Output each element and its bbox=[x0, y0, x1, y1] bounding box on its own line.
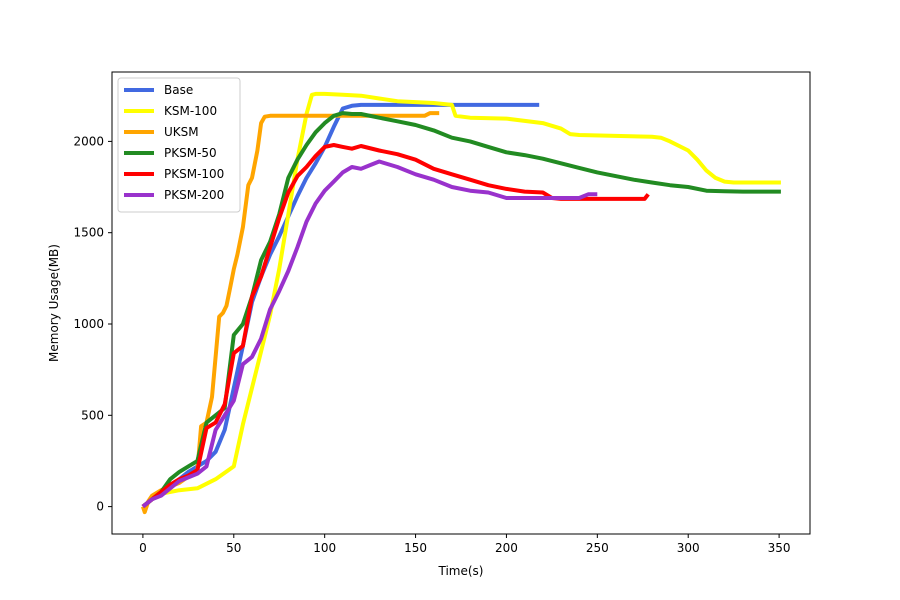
axes-frame bbox=[111, 71, 811, 535]
legend-label-base: Base bbox=[164, 83, 193, 97]
series-line-ksm-100 bbox=[141, 91, 781, 509]
legend-label-ksm-100: KSM-100 bbox=[164, 104, 217, 118]
x-axis-label: Time(s) bbox=[438, 564, 484, 578]
legend: Base KSM-100 UKSM PKSM-50 PKSM-100 PKSM-200 bbox=[117, 77, 241, 213]
series-line-pksm-200 bbox=[141, 159, 598, 509]
x-tick-label: 250 bbox=[586, 541, 609, 555]
x-tick-label: 150 bbox=[404, 541, 427, 555]
y-tick-label: 0 bbox=[96, 500, 104, 514]
y-tick-label: 500 bbox=[81, 408, 104, 422]
x-tick-label: 350 bbox=[768, 541, 791, 555]
x-tick-label: 100 bbox=[313, 541, 336, 555]
legend-label-pksm-100: PKSM-100 bbox=[164, 167, 224, 181]
x-tick-label: 200 bbox=[495, 541, 518, 555]
x-tick-label: 50 bbox=[226, 541, 241, 555]
axes: 0 50 100 150 200 250 300 350 0 500 1000 1500 2000 bbox=[73, 71, 811, 555]
series-line-pksm-50 bbox=[141, 111, 781, 509]
legend-label-pksm-50: PKSM-50 bbox=[164, 146, 217, 160]
y-axis-label: Memory Usage(MB) bbox=[47, 244, 61, 362]
y-tick-label: 2000 bbox=[73, 134, 104, 148]
x-tick-label: 0 bbox=[139, 541, 147, 555]
x-tick-label: 300 bbox=[677, 541, 700, 555]
plot-area bbox=[140, 91, 781, 515]
y-tick-label: 1500 bbox=[73, 226, 104, 240]
legend-label-pksm-200: PKSM-200 bbox=[164, 188, 224, 202]
legend-label-uksm: UKSM bbox=[164, 125, 199, 139]
y-tick-label: 1000 bbox=[73, 317, 104, 331]
series-line-base bbox=[141, 102, 540, 509]
